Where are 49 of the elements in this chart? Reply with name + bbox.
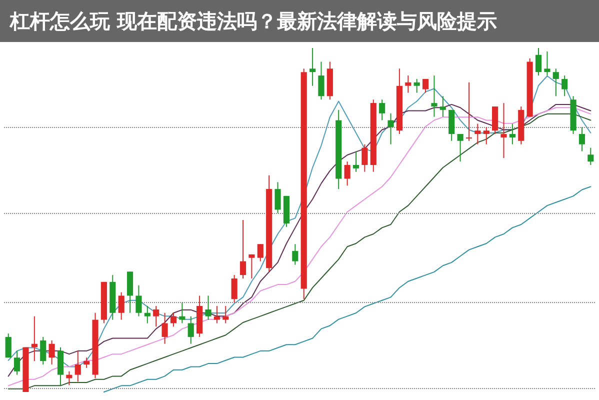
candlestick — [405, 75, 412, 94]
chart-title: 杠杆怎么玩 现在配资违法吗？最新法律解读与风险提示 — [9, 9, 497, 33]
candlestick — [388, 112, 394, 145]
candlestick — [214, 306, 220, 324]
candlestick — [457, 134, 464, 162]
candlestick — [500, 102, 507, 159]
candlestick — [170, 312, 177, 328]
candlestick — [309, 48, 316, 86]
candlestick — [144, 306, 150, 324]
candlestick — [440, 96, 446, 118]
candlestick — [188, 316, 194, 344]
candlestick — [84, 357, 90, 368]
candlestick — [562, 75, 568, 97]
candlestick — [414, 78, 420, 94]
candlestick — [422, 78, 429, 94]
candlestick — [535, 48, 542, 76]
candlestick — [552, 68, 559, 97]
candlestick — [179, 302, 186, 324]
candlestick — [588, 147, 594, 166]
candlestick — [118, 292, 124, 320]
candlestick — [153, 306, 160, 328]
candlestick — [362, 144, 368, 172]
candlestick — [240, 220, 246, 279]
candlestick — [205, 295, 212, 320]
candlestick — [31, 316, 38, 362]
candlestick — [136, 284, 142, 317]
candlestick — [509, 123, 516, 145]
candlestick — [14, 350, 20, 376]
candlestick — [352, 150, 360, 172]
candlestick — [379, 99, 386, 121]
candlestick — [222, 306, 229, 324]
candlestick — [344, 161, 350, 186]
candlestick — [231, 274, 238, 304]
candlestick — [292, 244, 298, 266]
candlestick — [474, 123, 481, 145]
candlestick — [40, 336, 46, 365]
candlestick — [431, 75, 438, 118]
candlestick — [257, 244, 264, 262]
candlestick — [274, 182, 281, 214]
candlestick — [48, 340, 55, 365]
candlestick — [248, 254, 255, 279]
candlestick — [5, 333, 12, 358]
candlestick — [318, 61, 324, 100]
candlestick — [162, 312, 168, 344]
candlestick — [578, 126, 586, 152]
candlestick — [466, 82, 472, 142]
candlestick — [74, 350, 81, 382]
candlestick — [483, 126, 490, 145]
candlestick — [544, 50, 550, 76]
